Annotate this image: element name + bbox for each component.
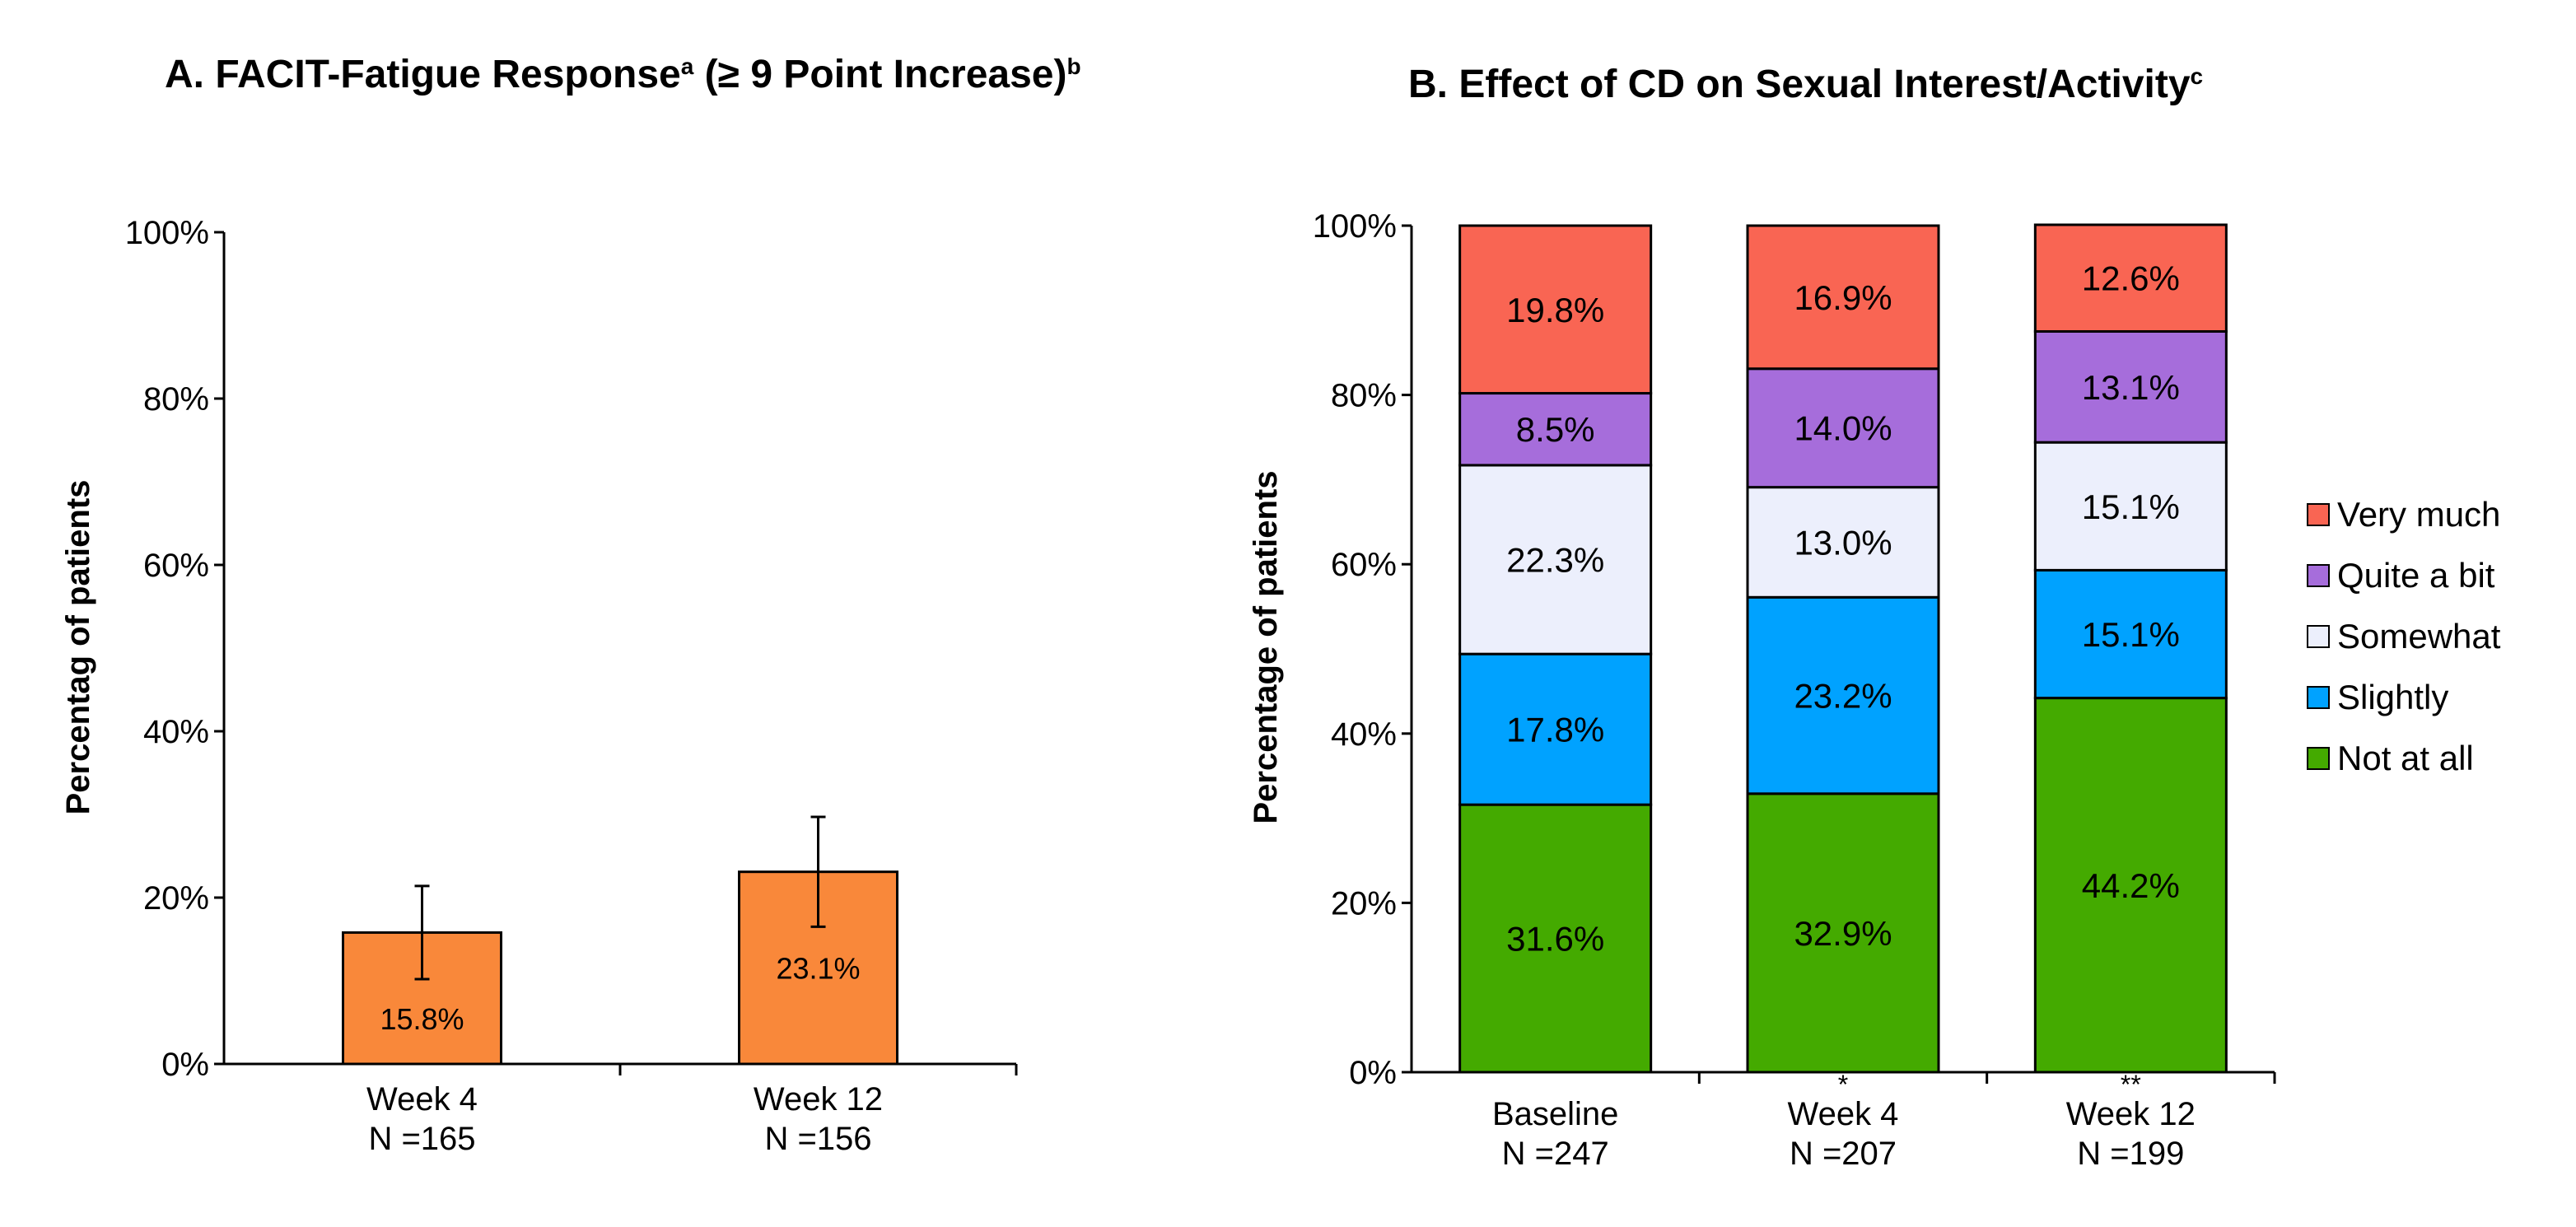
segment-label: 13.1% <box>2082 368 2180 407</box>
x-category-label: Week 4 <box>366 1081 478 1117</box>
significance-marker: ** <box>2121 1070 2141 1099</box>
panel-b-legend: Very much Quite a bit Somewhat Slightly Not … <box>2307 495 2501 777</box>
stacked-segment <box>2033 330 2228 444</box>
stacked-segment <box>1746 224 1940 371</box>
legend-label: Quite a bit <box>2337 556 2495 595</box>
segment-label: 17.8% <box>1506 711 1604 749</box>
panel-a-bars: 15.8% Week 4 N =165 23.1% Week 12 N =156 <box>342 815 898 1157</box>
segment-label: 31.6% <box>1506 920 1604 959</box>
y-tick-label: 40% <box>1331 716 1397 753</box>
segment-label: 19.8% <box>1506 291 1604 329</box>
segment-label: 14.0% <box>1794 409 1892 448</box>
x-category-label: Week 12 <box>754 1081 883 1117</box>
segment-label: 12.6% <box>2082 259 2180 298</box>
panel-a-axes: 0% 20% 40% 60% 80% 100% <box>125 215 1018 1083</box>
data-label: 15.8% <box>380 1002 464 1036</box>
significance-marker: * <box>1838 1070 1848 1099</box>
legend-label: Somewhat <box>2337 617 2501 655</box>
panel-b-title: B. Effect of CD on Sexual Interest/Activ… <box>1408 63 2203 106</box>
panel-b-y-axis-label: Percentage of patients <box>1248 470 1284 823</box>
legend-swatch <box>2307 747 2330 770</box>
segment-label: 16.9% <box>1794 278 1892 317</box>
stacked-segment <box>1746 792 1940 1074</box>
segment-label: 32.9% <box>1794 914 1892 953</box>
panel-a-y-axis-label: Percentag of patients <box>60 480 96 815</box>
y-tick-label: 0% <box>1349 1055 1397 1091</box>
x-category-label: Week 12 <box>2066 1096 2196 1132</box>
x-category-label: Baseline <box>1492 1096 1618 1132</box>
y-tick-label: 80% <box>143 381 209 418</box>
data-label: 23.1% <box>776 952 860 986</box>
x-category-n: N =156 <box>764 1121 871 1157</box>
legend-label: Not at all <box>2337 739 2474 777</box>
legend-swatch <box>2307 686 2330 709</box>
stacked-segment <box>1746 367 1940 489</box>
x-category-label: Week 4 <box>1788 1096 1899 1132</box>
stacked-segment <box>1746 486 1940 599</box>
stacked-segment <box>2033 441 2228 572</box>
y-tick-label: 60% <box>143 548 209 584</box>
segment-label: 15.1% <box>2082 488 2180 526</box>
title-superscript: b <box>1066 54 1080 79</box>
x-category-n: N =207 <box>1790 1136 1897 1172</box>
panel-b: B. Effect of CD on Sexual Interest/Activ… <box>1248 63 2501 1172</box>
y-tick-label: 0% <box>161 1047 209 1083</box>
y-tick-label: 100% <box>125 215 209 251</box>
stacked-segment <box>1746 595 1940 795</box>
stacked-segment <box>1458 224 1653 395</box>
y-tick-label: 40% <box>143 714 209 750</box>
title-superscript: a <box>681 54 694 79</box>
y-tick-label: 20% <box>1331 885 1397 921</box>
stacked-segment <box>1458 392 1653 467</box>
title-middle: (≥ 9 Point Increase) <box>693 53 1066 96</box>
panel-b-bars: 31.6% 17.8% 22.3% 8.5% 19.8% Baseline N =247 32… <box>1458 223 2228 1172</box>
y-tick-label: 100% <box>1313 208 1397 245</box>
legend-swatch <box>2307 503 2330 526</box>
stacked-segment <box>2033 223 2228 333</box>
y-tick-label: 20% <box>143 880 209 917</box>
panel-a-title: A. FACIT-Fatigue Responsea (≥ 9 Point In… <box>165 53 1081 96</box>
segment-label: 44.2% <box>2082 866 2180 905</box>
segment-label: 13.0% <box>1794 523 1892 562</box>
segment-label: 15.1% <box>2082 615 2180 654</box>
legend-label: Very much <box>2337 495 2500 534</box>
stacked-segment <box>1458 803 1653 1074</box>
panel-a: A. FACIT-Fatigue Responsea (≥ 9 Point In… <box>60 53 1081 1157</box>
legend-label: Slightly <box>2337 678 2448 716</box>
y-tick-label: 80% <box>1331 378 1397 414</box>
segment-label: 8.5% <box>1516 410 1595 449</box>
title-superscript: c <box>2191 63 2204 89</box>
stacked-segment <box>1458 652 1653 806</box>
y-tick-label: 60% <box>1331 547 1397 583</box>
legend-swatch <box>2307 625 2330 648</box>
segment-label: 23.2% <box>1794 677 1892 716</box>
x-category-n: N =199 <box>2077 1136 2184 1172</box>
x-category-n: N =165 <box>368 1121 475 1157</box>
segment-label: 22.3% <box>1506 541 1604 580</box>
x-category-n: N =247 <box>1502 1136 1609 1172</box>
legend-swatch <box>2307 564 2330 587</box>
stacked-segment <box>2033 697 2228 1074</box>
